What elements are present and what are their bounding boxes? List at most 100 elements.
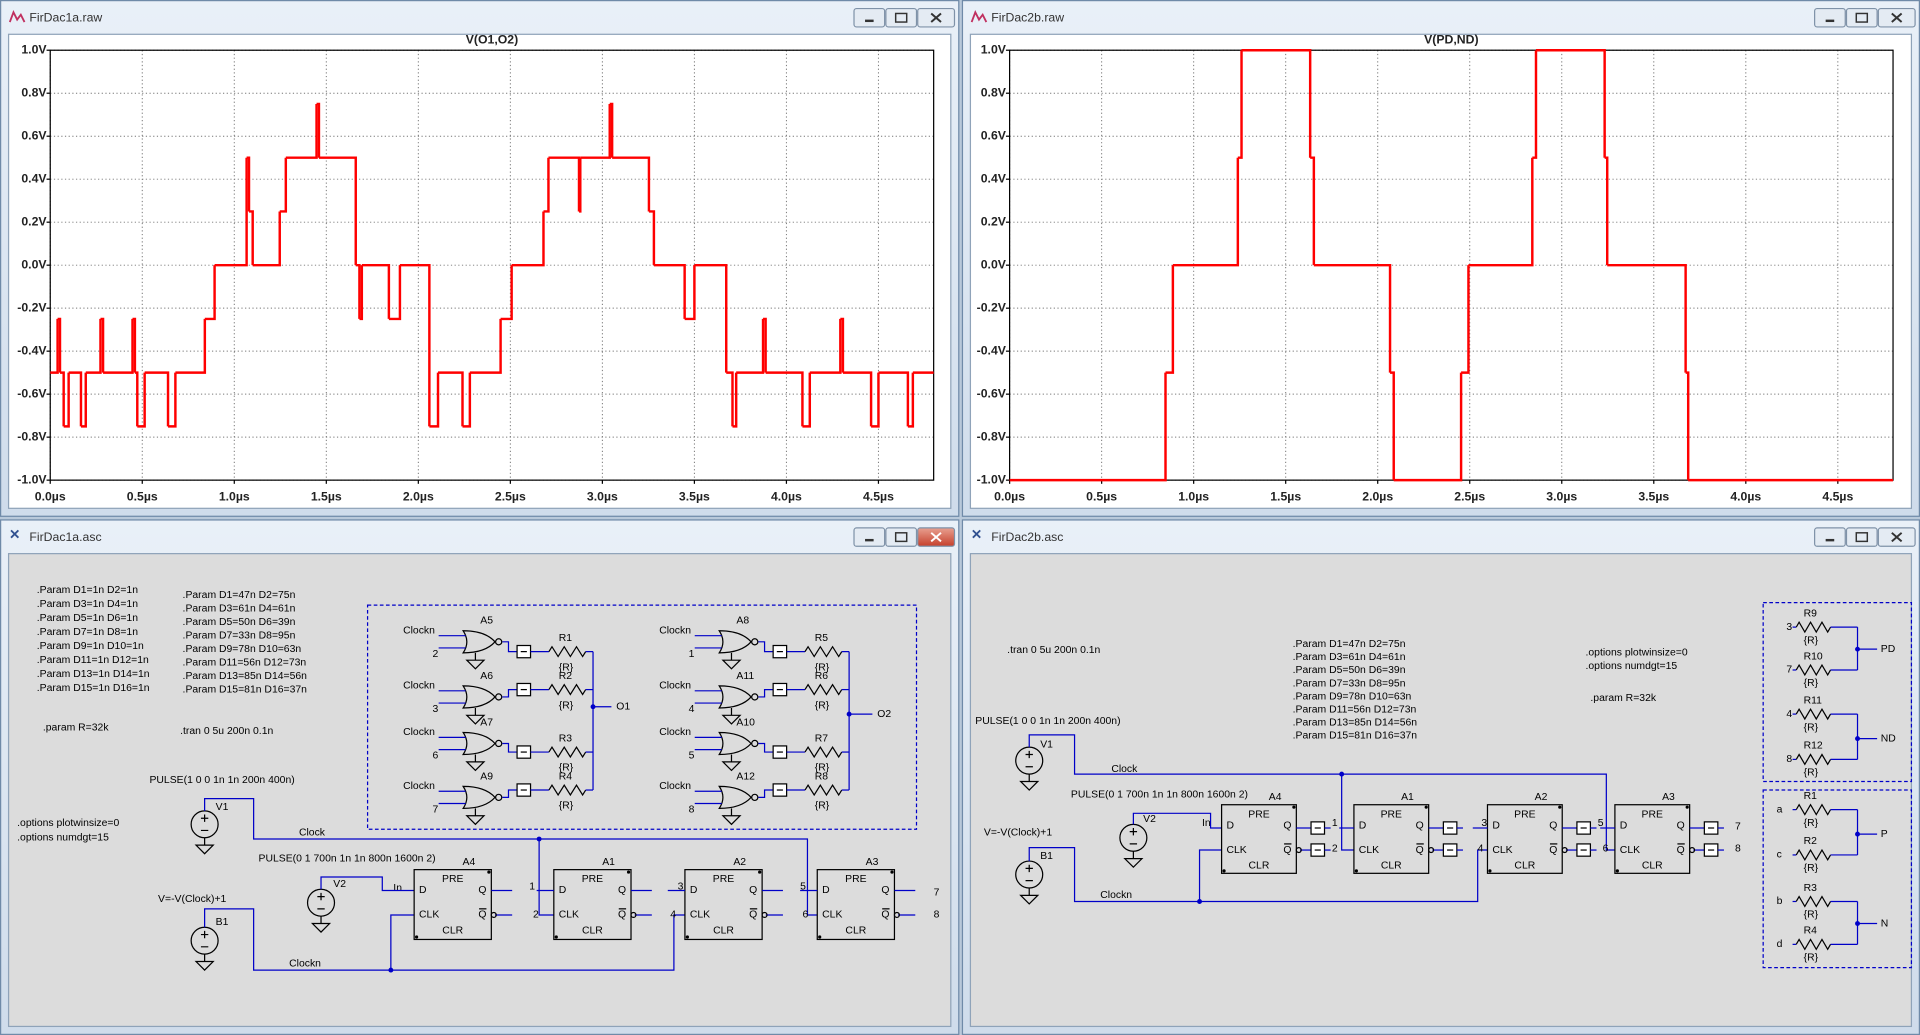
pin-label: PRE: [713, 874, 734, 885]
flip-flop: [816, 869, 896, 941]
net-label: 1: [1332, 818, 1338, 829]
net-label: O1: [616, 701, 630, 712]
pin-label: Q: [1416, 820, 1424, 831]
x-tick-label: 2.5µs: [1454, 490, 1485, 504]
inverter-bubble: [495, 638, 503, 646]
maximize-button[interactable]: [1845, 527, 1878, 547]
x-tick-label: 4.5µs: [1822, 490, 1853, 504]
trace-step: [80, 372, 87, 428]
source-name: B1: [216, 917, 229, 928]
y-tick-label: -0.8V: [17, 429, 47, 443]
trace-step: [100, 317, 105, 373]
plot-title: V(O1,O2): [466, 33, 518, 47]
trace-step: [878, 371, 910, 427]
junction: [626, 870, 631, 874]
x-tick-label: 1.0µs: [1178, 490, 1209, 504]
trace-step: [249, 210, 254, 266]
source-value: PULSE(0 1 700n 1n 1n 800n 1600n 2): [259, 853, 436, 864]
y-tick-label: -1.0V: [17, 472, 47, 486]
resistor-value: {R}: [1804, 818, 1819, 829]
ground: [465, 652, 486, 670]
ground: [465, 707, 486, 725]
resistor: [1795, 753, 1832, 766]
trace-step: [132, 317, 137, 373]
trace-step: [1604, 156, 1609, 266]
logic-gate: [718, 630, 752, 654]
net-label: 3: [433, 704, 439, 715]
trace-step: [1461, 265, 1470, 374]
resistor-value: {R}: [1804, 678, 1819, 689]
junction: [1339, 771, 1345, 777]
window-title: FirDac1a.asc: [29, 530, 101, 544]
net-label: Clockn: [659, 781, 691, 792]
trace-step: [175, 318, 207, 374]
window-icon: [972, 529, 981, 539]
pin-label: CLR: [845, 926, 866, 937]
trace-step: [316, 102, 321, 158]
maximize-button[interactable]: [885, 7, 918, 28]
maximize-glyph: [894, 532, 908, 543]
net-label: 6: [1603, 844, 1609, 855]
gate-name: A10: [736, 717, 755, 728]
resistor-value: {R}: [1804, 768, 1819, 779]
resistor-name: R2: [1804, 836, 1818, 847]
minimize-button[interactable]: [853, 527, 886, 547]
pin-label: CLR: [582, 926, 603, 937]
logic-gate: [462, 731, 496, 756]
trace-step: [609, 102, 614, 158]
minimize-button[interactable]: [853, 7, 886, 28]
inverter-bubble: [1428, 846, 1435, 854]
trace-step: [318, 156, 357, 266]
spice-directive: .param R=32k: [43, 722, 109, 733]
junction: [1424, 805, 1428, 809]
junction: [890, 870, 894, 874]
trace-step: [1536, 48, 1606, 158]
minimize-button[interactable]: [1814, 527, 1846, 547]
trace-step: [1237, 50, 1243, 159]
junction: [1855, 921, 1860, 926]
pin-label: PRE: [1642, 809, 1663, 820]
source-sign: [1025, 750, 1033, 768]
maximize-button[interactable]: [1845, 7, 1878, 28]
source-value: PULSE(1 0 0 1n 1n 200n 400n): [975, 716, 1120, 727]
net-label: Clockn: [289, 959, 321, 970]
resistor-value: {R}: [1804, 910, 1819, 921]
pin-label: D: [419, 885, 427, 896]
x-tick-label: 2.0µs: [1362, 490, 1393, 504]
trace-step: [1468, 157, 1534, 267]
spice-directive: .Param D13=85n D14=56n: [183, 671, 308, 682]
maximize-glyph: [894, 12, 908, 23]
inverter-bubble: [751, 693, 759, 701]
pin-label: Q: [1549, 820, 1557, 831]
source-name: V1: [1040, 739, 1053, 750]
minimize-button[interactable]: [1814, 7, 1846, 28]
net-label: c: [1777, 850, 1782, 861]
resistor: [1795, 803, 1832, 816]
resistor-value: {R}: [815, 801, 830, 812]
x-tick-label: 0.5µs: [127, 490, 158, 504]
pin-label: Q: [618, 885, 626, 896]
trace-step: [543, 157, 550, 213]
pin-label: CLK: [690, 910, 710, 921]
pin-label: PRE: [845, 874, 866, 885]
x-tick-label: 0.0µs: [35, 490, 66, 504]
maximize-glyph: [1855, 532, 1869, 543]
source-value: V=-V(Clock)+1: [158, 894, 226, 905]
trace-step: [1532, 50, 1538, 159]
source-name: V2: [1143, 814, 1156, 825]
maximize-button[interactable]: [885, 527, 918, 547]
pin-label: Q: [1549, 845, 1557, 856]
net-label: 8: [1735, 844, 1741, 855]
flip-flop-name: A2: [733, 857, 746, 868]
trace-step: [765, 371, 804, 427]
pin-label: Q: [1283, 820, 1291, 831]
ground: [721, 754, 742, 772]
pin-label: CLK: [1226, 845, 1246, 856]
resistor-name: R4: [1804, 926, 1818, 937]
junction: [1855, 831, 1860, 837]
junction: [1222, 869, 1226, 873]
junction: [554, 935, 558, 939]
net-label: In: [1202, 818, 1211, 829]
spice-directive: .Param D1=1n D2=1n: [37, 585, 138, 596]
junction: [1615, 869, 1619, 873]
